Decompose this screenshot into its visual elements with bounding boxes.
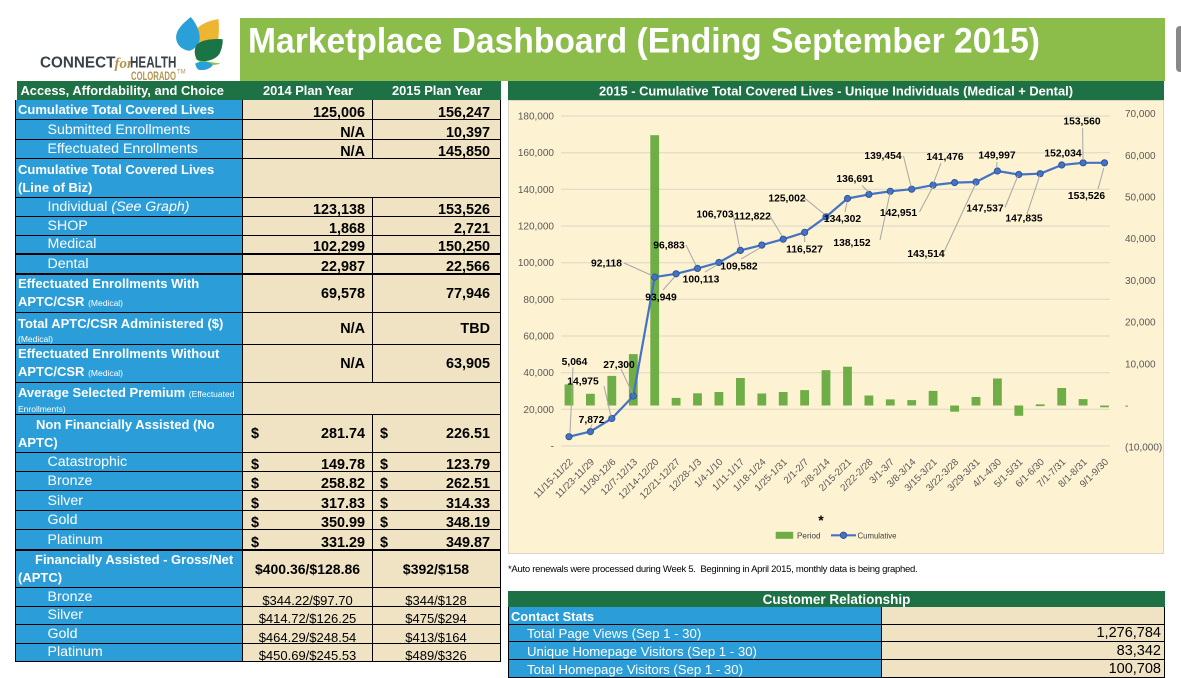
svg-text:143,514: 143,514 — [907, 249, 944, 260]
svg-text:HEALTH: HEALTH — [130, 55, 176, 72]
svg-text:14,975: 14,975 — [567, 377, 599, 388]
svg-text:TM: TM — [177, 70, 186, 76]
svg-text:20,000: 20,000 — [523, 405, 554, 416]
svg-text:180,000: 180,000 — [518, 112, 555, 123]
svg-text:125,002: 125,002 — [768, 194, 805, 205]
svg-text:7,872: 7,872 — [579, 415, 605, 426]
svg-text:138,152: 138,152 — [833, 238, 870, 249]
svg-text:-: - — [551, 442, 554, 453]
svg-text:149,997: 149,997 — [978, 151, 1015, 162]
svg-text:27,300: 27,300 — [603, 360, 635, 371]
svg-text:147,835: 147,835 — [1005, 214, 1042, 225]
svg-text:153,560: 153,560 — [1063, 117, 1100, 128]
svg-text:120,000: 120,000 — [518, 222, 555, 233]
svg-text:30,000: 30,000 — [1125, 276, 1156, 287]
svg-text:160,000: 160,000 — [518, 148, 555, 159]
svg-text:40,000: 40,000 — [523, 368, 554, 379]
svg-text:(10,000): (10,000) — [1125, 443, 1162, 454]
svg-text:100,000: 100,000 — [518, 258, 555, 269]
svg-text:152,034: 152,034 — [1044, 149, 1081, 160]
svg-text:153,526: 153,526 — [1068, 191, 1105, 202]
svg-text:50,000: 50,000 — [1125, 193, 1156, 204]
svg-text:109,582: 109,582 — [720, 262, 757, 273]
svg-text:96,883: 96,883 — [653, 241, 685, 252]
svg-text:-: - — [1125, 401, 1128, 412]
svg-text:140,000: 140,000 — [518, 185, 555, 196]
svg-text:112,822: 112,822 — [734, 212, 771, 223]
svg-text:5,064: 5,064 — [562, 357, 588, 368]
svg-text:2015 - Cumulative Total Covere: 2015 - Cumulative Total Covered Lives - … — [599, 83, 1073, 98]
svg-text:40,000: 40,000 — [1125, 234, 1156, 245]
svg-text:136,691: 136,691 — [836, 174, 873, 185]
svg-text:100,113: 100,113 — [683, 275, 720, 286]
svg-text:Period: Period — [797, 531, 821, 541]
svg-text:70,000: 70,000 — [1125, 109, 1156, 120]
svg-text:Marketplace Dashboard (Ending: Marketplace Dashboard (Ending September … — [248, 20, 1040, 60]
svg-text:*: * — [818, 512, 824, 528]
svg-text:139,454: 139,454 — [864, 151, 901, 162]
svg-text:for: for — [115, 56, 133, 72]
svg-text:116,527: 116,527 — [786, 245, 823, 256]
svg-text:Cumulative: Cumulative — [858, 531, 897, 541]
svg-text:80,000: 80,000 — [523, 295, 554, 306]
svg-text:106,703: 106,703 — [696, 210, 733, 221]
svg-text:93,949: 93,949 — [645, 293, 677, 304]
svg-text:CONNECT: CONNECT — [40, 55, 116, 72]
svg-text:20,000: 20,000 — [1125, 318, 1156, 329]
svg-text:60,000: 60,000 — [523, 332, 554, 343]
svg-text:141,476: 141,476 — [926, 152, 963, 163]
svg-text:142,951: 142,951 — [880, 208, 917, 219]
svg-text:COLORADO: COLORADO — [131, 71, 176, 83]
svg-text:10,000: 10,000 — [1125, 359, 1156, 370]
svg-text:92,118: 92,118 — [591, 259, 622, 270]
svg-text:134,302: 134,302 — [824, 214, 861, 225]
svg-text:147,537: 147,537 — [966, 204, 1003, 215]
svg-text:60,000: 60,000 — [1125, 151, 1156, 162]
